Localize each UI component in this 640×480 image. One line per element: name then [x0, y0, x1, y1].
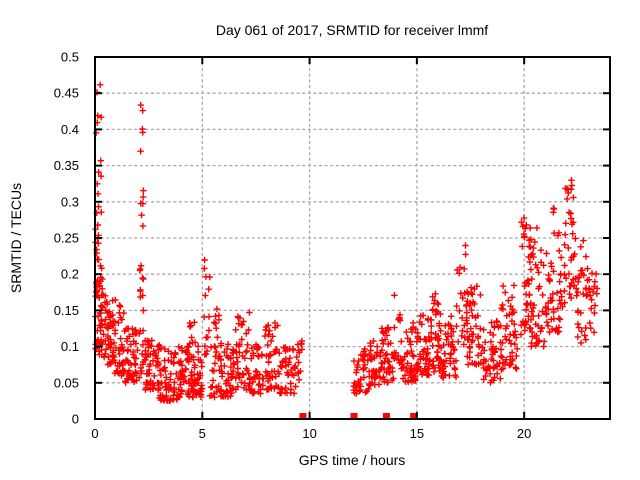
- scatter-points: [92, 81, 601, 404]
- axis-tick-labels: 0 5 10 15 20 0 0.05 0.1 0.15 0.2 0.25 0.3 0.35 0.4 0.4…: [54, 50, 532, 442]
- y-tick-label: 0.4: [61, 122, 79, 137]
- y-tick-label: 0.25: [54, 231, 79, 246]
- x-tick-label: 0: [91, 426, 98, 441]
- y-tick-label: 0.5: [61, 50, 79, 65]
- y-tick-label: 0.1: [61, 339, 79, 354]
- x-tick-label: 10: [302, 426, 316, 441]
- gap-square-marker: [382, 413, 390, 420]
- axis-gap-markers: [299, 413, 418, 420]
- gap-square-marker: [410, 413, 418, 420]
- x-tick-label: 5: [199, 426, 206, 441]
- y-tick-label: 0.45: [54, 86, 79, 101]
- x-tick-label: 20: [517, 426, 531, 441]
- grid-lines: [95, 57, 610, 419]
- y-tick-label: 0.35: [54, 158, 79, 173]
- axis-ticks: [94, 56, 610, 420]
- gap-square-marker: [350, 413, 358, 420]
- gap-square-marker: [299, 413, 307, 420]
- y-tick-label: 0.3: [61, 194, 79, 209]
- y-tick-label: 0.05: [54, 375, 79, 390]
- srmtid-plus-markers: [92, 81, 601, 404]
- y-tick-label: 0.2: [61, 267, 79, 282]
- y-tick-label: 0.15: [54, 303, 79, 318]
- chart-title: Day 061 of 2017, SRMTID for receiver lmm…: [216, 22, 488, 38]
- x-tick-label: 15: [410, 426, 424, 441]
- y-tick-label: 0: [72, 412, 79, 427]
- y-axis-label: SRMTID / TECUs: [8, 183, 24, 293]
- x-axis-label: GPS time / hours: [299, 452, 406, 468]
